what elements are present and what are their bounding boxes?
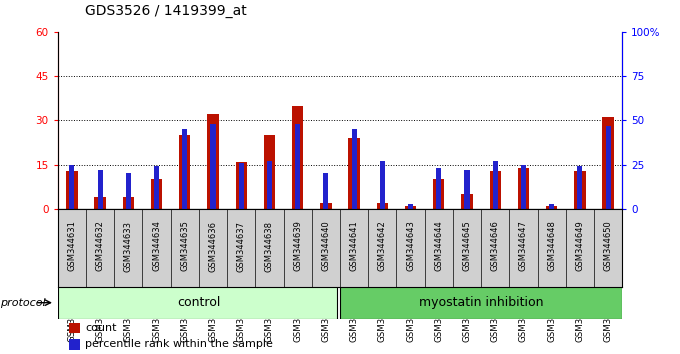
Bar — [235, 162, 247, 209]
Bar — [239, 163, 243, 209]
Bar — [549, 204, 554, 209]
Bar — [464, 170, 469, 209]
Text: percentile rank within the sample: percentile rank within the sample — [85, 339, 273, 349]
Bar — [577, 166, 582, 209]
Text: GSM344639: GSM344639 — [293, 221, 302, 272]
Bar — [377, 203, 388, 209]
Text: protocol: protocol — [0, 298, 46, 308]
Text: GSM344649: GSM344649 — [575, 221, 584, 271]
Bar — [267, 161, 272, 209]
Bar — [437, 168, 441, 209]
Text: GSM344631: GSM344631 — [67, 221, 76, 272]
Text: GSM344644: GSM344644 — [435, 221, 443, 271]
Bar — [58, 287, 337, 319]
Bar — [69, 339, 80, 350]
Bar — [348, 138, 360, 209]
Text: GSM344635: GSM344635 — [180, 221, 189, 272]
Bar — [340, 287, 622, 319]
Text: GSM344641: GSM344641 — [350, 221, 358, 271]
Text: GSM344633: GSM344633 — [124, 221, 133, 272]
Text: count: count — [85, 323, 116, 333]
Bar — [69, 165, 74, 209]
Bar — [405, 206, 416, 209]
Bar — [521, 165, 526, 209]
Bar — [151, 179, 163, 209]
Bar — [606, 126, 611, 209]
Text: GSM344646: GSM344646 — [491, 221, 500, 272]
Bar — [211, 124, 216, 209]
Text: GSM344637: GSM344637 — [237, 221, 245, 272]
Bar — [95, 197, 106, 209]
Text: GSM344643: GSM344643 — [406, 221, 415, 272]
Bar — [324, 173, 328, 209]
Text: myostatin inhibition: myostatin inhibition — [419, 296, 543, 309]
Bar — [602, 118, 614, 209]
Bar — [517, 167, 529, 209]
Bar — [122, 197, 134, 209]
Bar — [126, 173, 131, 209]
Bar — [69, 323, 80, 333]
Text: GSM344650: GSM344650 — [604, 221, 613, 271]
Bar — [461, 194, 473, 209]
Text: GDS3526 / 1419399_at: GDS3526 / 1419399_at — [85, 4, 247, 18]
Text: GSM344632: GSM344632 — [96, 221, 105, 272]
Text: GSM344645: GSM344645 — [462, 221, 471, 271]
Text: GSM344642: GSM344642 — [378, 221, 387, 271]
Text: GSM344648: GSM344648 — [547, 221, 556, 272]
Bar — [493, 161, 498, 209]
Bar — [490, 171, 501, 209]
Bar — [295, 124, 300, 209]
Text: GSM344647: GSM344647 — [519, 221, 528, 272]
Bar — [320, 203, 332, 209]
Bar — [433, 179, 445, 209]
Text: GSM344634: GSM344634 — [152, 221, 161, 272]
Bar — [574, 171, 585, 209]
Text: GSM344638: GSM344638 — [265, 221, 274, 272]
Bar — [98, 170, 103, 209]
Bar — [292, 105, 303, 209]
Bar — [546, 206, 558, 209]
Bar — [179, 135, 190, 209]
Bar — [264, 135, 275, 209]
Bar — [352, 129, 356, 209]
Bar — [207, 114, 219, 209]
Text: GSM344640: GSM344640 — [322, 221, 330, 271]
Bar — [380, 161, 385, 209]
Text: control: control — [177, 296, 220, 309]
Bar — [182, 129, 187, 209]
Bar — [408, 204, 413, 209]
Bar — [66, 171, 78, 209]
Text: GSM344636: GSM344636 — [209, 221, 218, 272]
Bar — [154, 166, 159, 209]
